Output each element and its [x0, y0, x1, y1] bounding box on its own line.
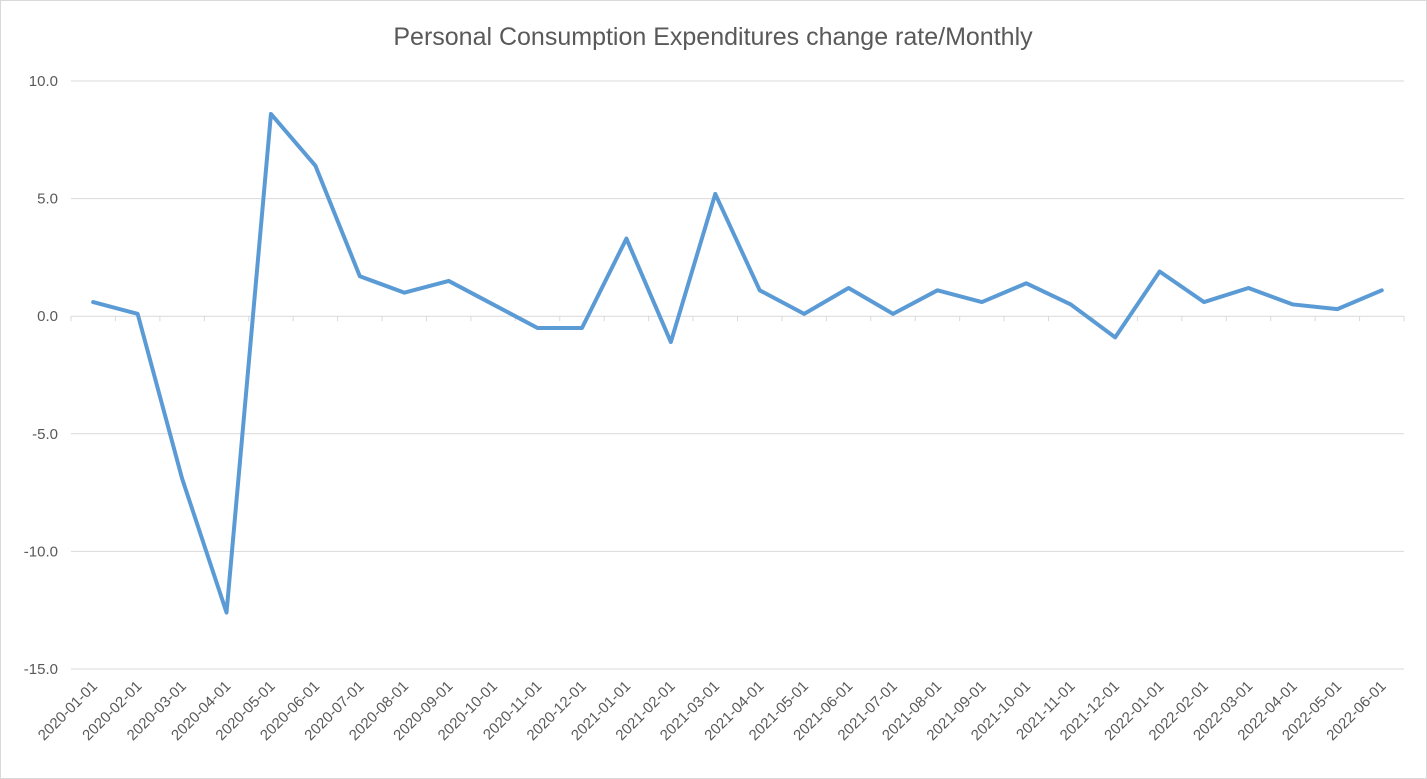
y-tick-label: -15.0	[24, 661, 58, 678]
x-axis-tick-labels: 2020-01-012020-02-012020-03-012020-04-01…	[35, 678, 1390, 744]
series-lines	[91, 111, 1384, 615]
y-tick-label: -5.0	[32, 426, 58, 443]
gridlines	[71, 80, 1404, 670]
y-tick-label: -10.0	[24, 543, 58, 560]
y-axis-tick-labels: 10.0 5.0 0.0 -5.0 -10.0 -15.0	[24, 73, 58, 678]
series-line	[91, 111, 1384, 615]
y-tick-label: 10.0	[29, 73, 58, 90]
x-axis	[70, 315, 1405, 322]
y-tick-label: 0.0	[37, 308, 58, 325]
y-tick-label: 5.0	[37, 191, 58, 208]
chart-title: Personal Consumption Expenditures change…	[393, 23, 1033, 51]
